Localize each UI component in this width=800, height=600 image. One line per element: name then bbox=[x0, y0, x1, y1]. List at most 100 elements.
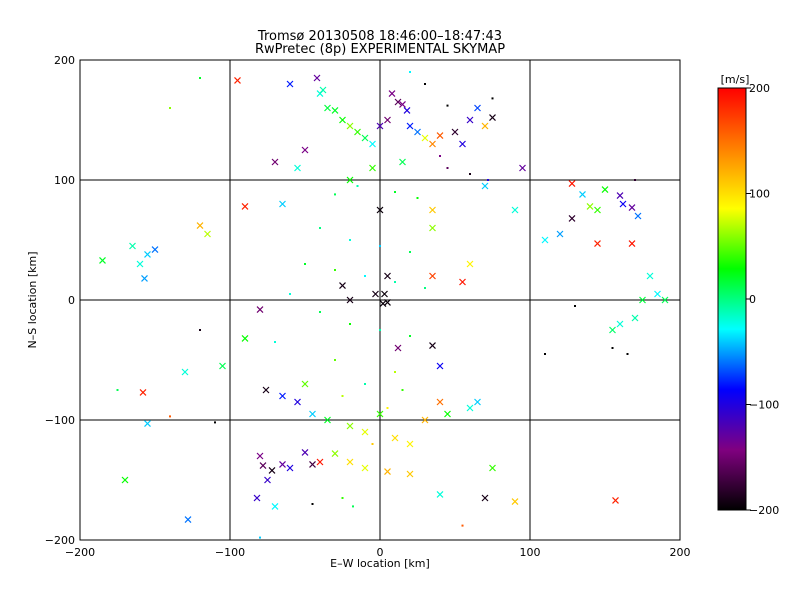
x-tick-label: 200 bbox=[670, 546, 691, 559]
data-point-x bbox=[286, 464, 294, 472]
data-point-x bbox=[339, 282, 346, 290]
data-point-x bbox=[459, 140, 466, 148]
data-point-x bbox=[121, 476, 129, 484]
data-point-dot bbox=[574, 305, 576, 307]
data-point-x bbox=[639, 296, 646, 304]
data-point-dot bbox=[371, 443, 374, 445]
data-point-x bbox=[414, 128, 421, 136]
data-point-dot bbox=[319, 227, 321, 229]
data-point-x bbox=[391, 434, 399, 442]
data-point-x bbox=[511, 206, 519, 214]
chart-title: Tromsø 20130508 18:46:00–18:47:43 bbox=[257, 29, 502, 44]
data-point-x bbox=[444, 410, 451, 418]
data-point-x bbox=[271, 502, 279, 510]
data-point-x bbox=[466, 116, 474, 124]
x-tick-label: 100 bbox=[520, 546, 541, 559]
data-point-x bbox=[219, 362, 226, 370]
x-ticks: −200 −100 0 100 200 bbox=[65, 534, 691, 559]
data-point-x bbox=[309, 410, 316, 418]
data-point-x bbox=[594, 240, 601, 248]
data-point-dot bbox=[311, 503, 314, 505]
data-point-x bbox=[271, 158, 279, 166]
data-point-x bbox=[429, 140, 436, 148]
data-point-x bbox=[184, 516, 192, 524]
data-point-dot bbox=[379, 329, 381, 331]
data-point-dot bbox=[611, 347, 614, 349]
data-point-x bbox=[384, 468, 391, 476]
data-point-x bbox=[612, 496, 619, 504]
data-point-dot bbox=[341, 497, 344, 499]
data-point-x bbox=[381, 290, 388, 298]
data-point-dot bbox=[214, 421, 216, 424]
data-point-x bbox=[294, 398, 301, 406]
data-point-x bbox=[406, 440, 414, 448]
colorbar bbox=[717, 87, 747, 511]
data-point-x bbox=[451, 128, 459, 136]
colorbar-ticks: 200 100 0 −100 −200 bbox=[746, 82, 779, 517]
data-point-x bbox=[346, 122, 354, 130]
y-tick-label: 100 bbox=[54, 174, 75, 187]
data-point-dot bbox=[487, 179, 489, 181]
data-point-x bbox=[436, 490, 444, 498]
data-point-x bbox=[511, 498, 519, 506]
data-point-x bbox=[376, 206, 384, 214]
colorbar-tick-label: −200 bbox=[749, 504, 779, 517]
data-point-x bbox=[399, 158, 406, 166]
y-axis-label: N–S location [km] bbox=[26, 251, 39, 348]
data-point-dot bbox=[409, 71, 411, 73]
data-point-x bbox=[346, 296, 354, 304]
data-point-x bbox=[264, 476, 271, 484]
data-point-x bbox=[646, 272, 654, 280]
data-point-x bbox=[579, 190, 586, 198]
data-point-x bbox=[466, 260, 474, 268]
data-point-x bbox=[474, 398, 481, 406]
y-ticks: −200 −100 0 100 200 bbox=[45, 54, 86, 547]
data-point-dot bbox=[424, 287, 426, 289]
data-point-x bbox=[346, 422, 354, 430]
data-point-dot bbox=[394, 371, 396, 373]
data-point-x bbox=[406, 470, 414, 478]
data-point-x bbox=[436, 362, 444, 370]
chart-subtitle: RwPretec (8p) EXPERIMENTAL SKYMAP bbox=[255, 42, 505, 57]
data-point-x bbox=[654, 290, 661, 298]
x-tick-label: 0 bbox=[377, 546, 384, 559]
data-point-x bbox=[279, 460, 286, 468]
data-point-dot bbox=[199, 329, 201, 331]
data-point-x bbox=[481, 182, 489, 190]
data-point-dot bbox=[169, 415, 171, 418]
data-point-dot bbox=[446, 104, 449, 107]
y-tick-label: 0 bbox=[68, 294, 75, 307]
data-point-x bbox=[429, 272, 436, 280]
data-point-x bbox=[346, 176, 354, 184]
data-point-x bbox=[474, 104, 481, 112]
data-point-dot bbox=[469, 173, 471, 175]
data-point-dot bbox=[634, 179, 636, 181]
data-point-x bbox=[384, 298, 391, 306]
data-point-x bbox=[262, 386, 270, 394]
data-point-x bbox=[346, 458, 354, 466]
y-tick-label: 200 bbox=[54, 54, 75, 67]
data-point-x bbox=[429, 206, 436, 214]
data-point-dot bbox=[304, 263, 306, 265]
data-point-x bbox=[309, 460, 316, 468]
data-point-x bbox=[631, 314, 639, 322]
data-point-x bbox=[129, 242, 136, 250]
data-point-dot bbox=[356, 185, 359, 187]
x-axis-label: E–W location [km] bbox=[330, 557, 430, 570]
data-point-x bbox=[384, 272, 391, 280]
data-point-x bbox=[144, 250, 151, 258]
data-point-x bbox=[466, 404, 474, 412]
data-point-x bbox=[204, 230, 211, 238]
data-point-x bbox=[241, 202, 249, 210]
data-point-x bbox=[339, 116, 346, 124]
data-point-x bbox=[489, 114, 496, 122]
data-point-x bbox=[241, 334, 249, 342]
data-point-x bbox=[661, 296, 669, 304]
data-point-dot bbox=[409, 335, 411, 337]
data-point-x bbox=[279, 200, 286, 208]
data-point-x bbox=[196, 222, 204, 230]
data-point-dot bbox=[169, 107, 171, 109]
data-point-x bbox=[361, 428, 369, 436]
data-point-x bbox=[388, 90, 396, 98]
